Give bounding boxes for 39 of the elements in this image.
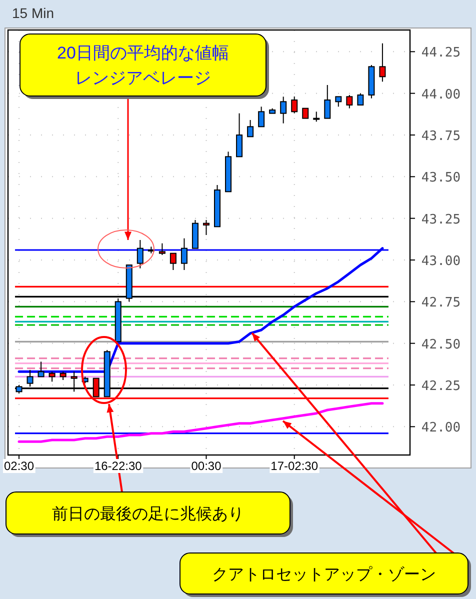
y-tick-label: 43.50 xyxy=(421,170,461,186)
x-tick-label: 00:30 xyxy=(191,459,222,473)
text: クアトロセットアップ・ゾーン xyxy=(212,565,436,584)
candlestick xyxy=(202,220,210,236)
candlestick xyxy=(38,361,44,378)
candlestick xyxy=(346,94,353,109)
candlestick xyxy=(357,92,364,106)
y-tick-label: 44.00 xyxy=(421,87,461,102)
y-tick-label: 42.75 xyxy=(421,296,461,311)
candlestick xyxy=(236,112,243,158)
x-tick-label: 16-22:30 xyxy=(94,459,142,473)
candlestick xyxy=(335,96,342,108)
candlestick xyxy=(170,252,176,270)
candlestick xyxy=(379,42,386,82)
chart-title: 15 Min xyxy=(12,5,54,21)
candlestick xyxy=(180,238,188,270)
y-tick-label: 43.75 xyxy=(421,129,461,144)
y-tick-label: 42.50 xyxy=(421,337,461,352)
y-tick-label: 44.25 xyxy=(421,46,461,61)
x-tick-label: 02:30 xyxy=(4,459,34,473)
y-tick-label: 43.00 xyxy=(421,254,461,269)
text: 前日の最後の足に兆候あり xyxy=(52,504,244,523)
candlestick xyxy=(291,96,298,114)
y-tick-label: 42.25 xyxy=(421,379,461,394)
candlestick xyxy=(280,96,287,124)
candlestick xyxy=(258,106,265,128)
y-tick-label: 42.00 xyxy=(421,420,461,436)
candlestick xyxy=(136,240,144,269)
candlestick xyxy=(48,371,56,382)
annotation: 20日間の平均的な値幅 xyxy=(57,44,229,63)
candlestick xyxy=(158,242,166,256)
candlestick xyxy=(247,120,254,138)
annotation: レンジアベレージ xyxy=(75,68,211,88)
candlestick xyxy=(313,111,320,122)
line-series xyxy=(18,402,384,443)
x-tick-label: 17-02:30 xyxy=(270,459,318,473)
candlestick xyxy=(302,108,309,119)
candlestick xyxy=(324,84,331,119)
y-tick-label: 43.25 xyxy=(421,212,461,228)
